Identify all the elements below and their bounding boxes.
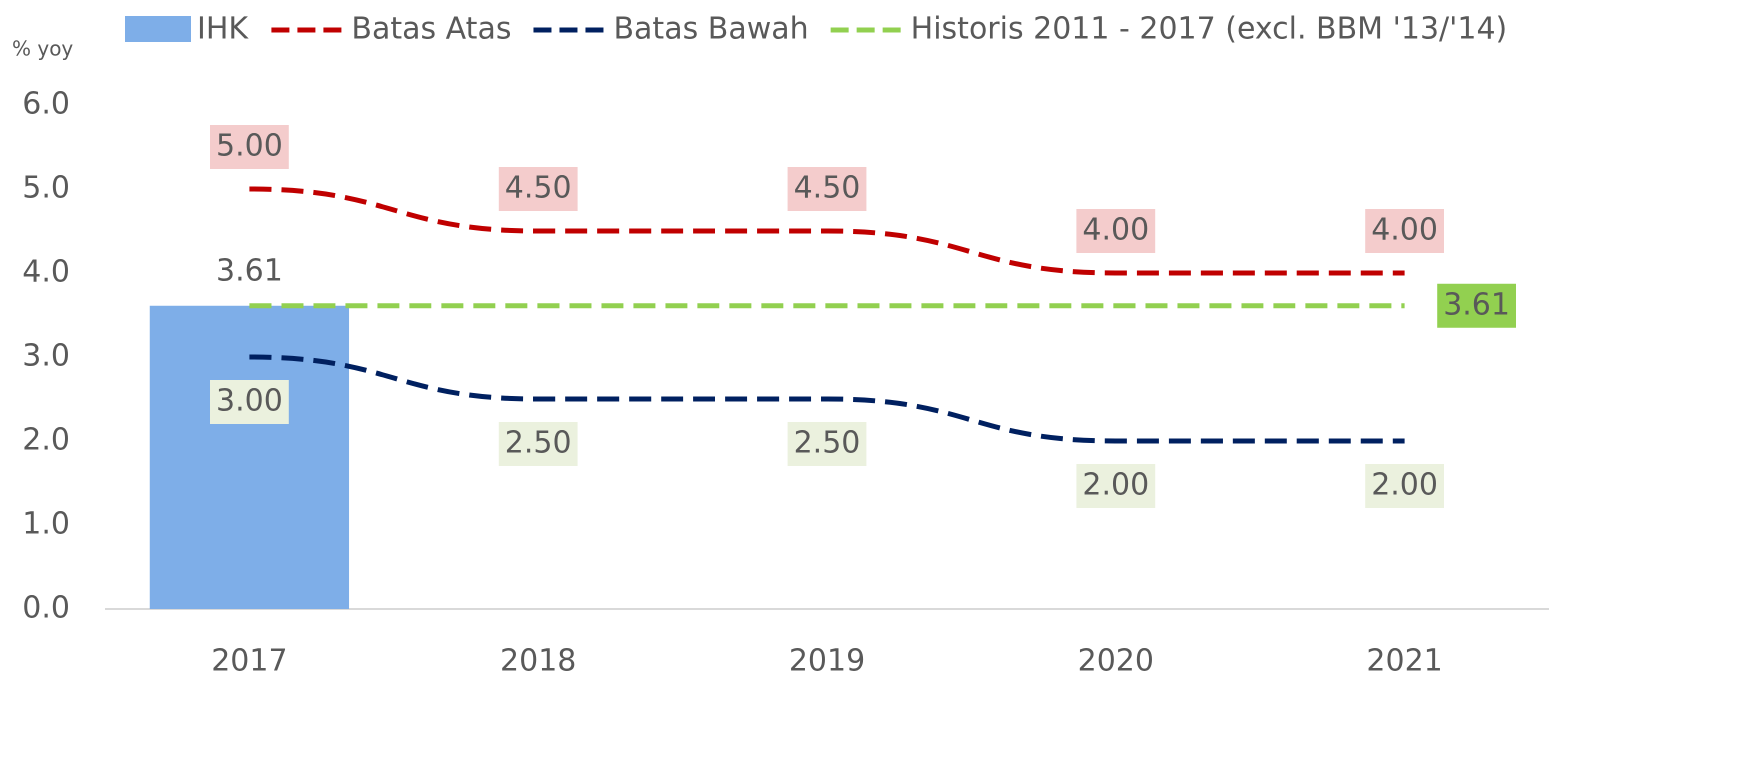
x-tick-label: 2019	[789, 644, 865, 679]
y-tick-label: 5.0	[22, 171, 70, 206]
y-axis-label: % yoy	[12, 37, 73, 61]
y-tick-label: 4.0	[22, 255, 70, 290]
data-label: 2.00	[1371, 468, 1438, 503]
data-label: 4.50	[794, 171, 861, 206]
y-tick-label: 6.0	[22, 87, 70, 122]
data-label-box	[1076, 209, 1156, 253]
data-label: 3.00	[216, 384, 283, 419]
y-tick-label: 1.0	[22, 507, 70, 542]
y-tick-label: 2.0	[22, 423, 70, 458]
data-label-box	[1365, 464, 1444, 508]
data-label: 4.00	[1082, 213, 1149, 248]
data-label: 2.00	[1082, 468, 1149, 503]
data-label-box	[1365, 209, 1444, 253]
bar	[149, 305, 350, 609]
legend-label: Batas Atas	[351, 12, 511, 47]
x-tick-label: 2017	[211, 644, 287, 679]
y-tick-label: 0.0	[22, 591, 70, 626]
data-label-box	[210, 125, 289, 169]
x-tick-label: 2018	[500, 644, 576, 679]
data-label-box	[787, 422, 867, 466]
line	[249, 354, 1405, 444]
data-label: 3.61	[216, 253, 283, 288]
legend-label: Batas Bawah	[613, 12, 808, 47]
data-label: 4.50	[505, 171, 572, 206]
legend-swatch	[125, 16, 191, 42]
data-label-box	[1437, 283, 1516, 328]
x-tick-label: 2020	[1078, 644, 1154, 679]
data-label: 3.61	[1443, 287, 1510, 322]
x-tick-label: 2021	[1366, 644, 1442, 679]
data-label: 4.00	[1371, 213, 1438, 248]
data-label: 2.50	[794, 426, 861, 461]
legend-label: Historis 2011 - 2017 (excl. BBM '13/'14)	[911, 12, 1508, 47]
y-tick-label: 3.0	[22, 339, 70, 374]
data-label: 5.00	[216, 129, 283, 164]
data-label-box	[210, 380, 289, 424]
data-label-box	[1076, 464, 1156, 508]
line	[249, 186, 1405, 276]
data-label-box	[498, 422, 578, 466]
data-label: 2.50	[505, 426, 572, 461]
data-label-box	[787, 167, 867, 211]
data-label-box	[498, 167, 578, 211]
legend-label: IHK	[197, 12, 249, 47]
